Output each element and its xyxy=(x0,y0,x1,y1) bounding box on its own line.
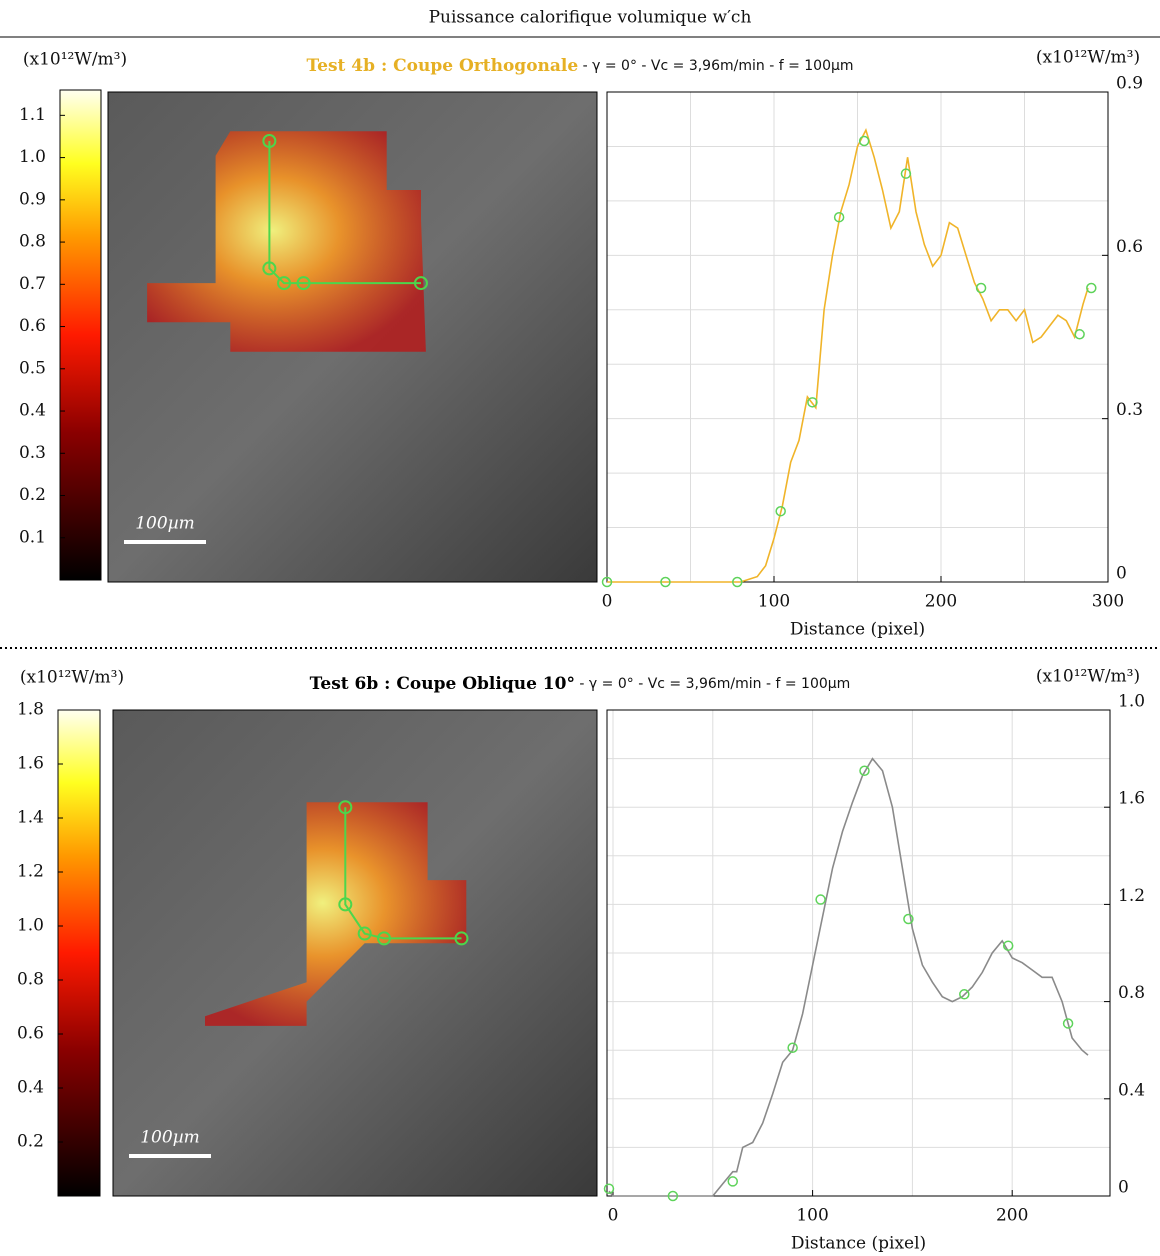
colorbar-tick-label: 0.2 xyxy=(17,1132,44,1152)
data-marker xyxy=(815,894,826,905)
data-marker xyxy=(601,576,613,588)
data-marker xyxy=(975,282,987,294)
data-marker xyxy=(732,576,743,588)
plot-frame xyxy=(606,91,1109,583)
x-axis-label: Distance (pixel) xyxy=(790,620,925,640)
y-tick-label: 0 xyxy=(1118,1178,1129,1198)
x-tick-label: 200 xyxy=(925,592,957,612)
colorbar-tick-label: 0.7 xyxy=(19,274,46,294)
y-tick-label: 0.9 xyxy=(1116,74,1143,94)
data-marker xyxy=(727,1176,738,1187)
colorbar-tick-label: 0.4 xyxy=(19,401,46,421)
data-marker xyxy=(900,168,912,179)
x-tick-label: 0 xyxy=(608,1206,619,1226)
profile-node xyxy=(262,261,277,276)
colorbar-tick-label: 0.4 xyxy=(17,1078,44,1098)
plot-frame xyxy=(606,709,1111,1197)
profile-node xyxy=(338,800,353,815)
profile-node xyxy=(357,926,372,941)
colorbar-tick-label: 0.2 xyxy=(19,485,46,505)
profile-node xyxy=(338,897,353,912)
data-marker xyxy=(787,1042,798,1054)
data-marker xyxy=(603,1183,615,1194)
colorbar-tick-label: 0.5 xyxy=(19,358,46,378)
data-marker xyxy=(775,505,786,517)
data-marker xyxy=(1086,282,1097,294)
profile-node xyxy=(262,134,277,148)
data-marker xyxy=(959,989,970,1000)
colorbar-tick-label: 1.8 xyxy=(17,700,44,720)
data-marker xyxy=(807,397,818,408)
colorbar-unit: (x10¹²W/m³) xyxy=(23,50,127,70)
y-axis-unit: (x10¹²W/m³) xyxy=(1036,667,1140,687)
colorbar xyxy=(59,89,102,581)
chart-title-main: Test 6b : Coupe Oblique 10° xyxy=(310,674,575,694)
colorbar-tick-label: 0.8 xyxy=(19,232,46,252)
data-marker xyxy=(903,913,914,925)
heat-overlay xyxy=(147,131,426,352)
colorbar-unit: (x10¹²W/m³) xyxy=(20,668,124,688)
figure-title: Puissance calorifique volumique w′ch xyxy=(429,8,752,28)
profile-node xyxy=(413,276,428,291)
data-marker xyxy=(1062,1018,1074,1029)
y-tick-label: 1.6 xyxy=(1118,789,1145,809)
y-tick-label: 0.8 xyxy=(1118,983,1145,1003)
x-tick-label: 100 xyxy=(758,592,790,612)
colorbar-tick-label: 1.1 xyxy=(19,105,46,125)
colorbar-tick-label: 1.0 xyxy=(19,147,46,167)
profile-node xyxy=(377,931,392,946)
colorbar-tick-label: 1.4 xyxy=(17,808,44,828)
y-tick-label: 0.6 xyxy=(1116,237,1143,257)
colorbar-tick-label: 0.8 xyxy=(17,970,44,990)
colorbar-tick-label: 1.0 xyxy=(17,916,44,936)
chart-title-main: Test 4b : Coupe Orthogonale xyxy=(306,56,578,76)
x-tick-label: 300 xyxy=(1092,592,1124,612)
scale-bar-label: 100µm xyxy=(135,514,195,534)
colorbar-tick-label: 0.1 xyxy=(19,527,46,547)
profile-node xyxy=(454,931,469,946)
data-marker xyxy=(1074,329,1085,340)
colorbar-tick-label: 1.6 xyxy=(17,754,44,774)
y-tick-label: 1.0 xyxy=(1118,692,1145,712)
data-marker xyxy=(1002,940,1014,951)
profile-path xyxy=(268,141,421,285)
data-marker xyxy=(858,135,870,147)
y-tick-label: 0 xyxy=(1116,564,1127,584)
x-tick-label: 200 xyxy=(996,1206,1028,1226)
data-line xyxy=(607,127,1089,583)
chart-title-params: - γ = 0° - Vc = 3,96m/min - f = 100µm xyxy=(578,58,853,74)
y-tick-label: 0.3 xyxy=(1116,400,1143,420)
colorbar-tick-label: 0.6 xyxy=(19,316,46,336)
profile-node xyxy=(277,276,292,291)
y-tick-label: 1.2 xyxy=(1118,886,1145,906)
chart-title: Test 4b : Coupe Orthogonale - γ = 0° - V… xyxy=(306,56,853,76)
colorbar-tick-label: 1.2 xyxy=(17,862,44,882)
x-axis-label: Distance (pixel) xyxy=(791,1234,926,1254)
x-tick-label: 100 xyxy=(796,1206,828,1226)
colorbar-tick-label: 0.9 xyxy=(19,189,46,209)
colorbar-tick-label: 0.6 xyxy=(17,1024,44,1044)
profile-path xyxy=(344,807,462,940)
chart-title-params: - γ = 0° - Vc = 3,96m/min - f = 100µm xyxy=(575,676,850,692)
y-tick-label: 0.4 xyxy=(1118,1080,1145,1100)
data-marker xyxy=(859,765,870,776)
scale-bar-label: 100µm xyxy=(140,1128,200,1148)
x-tick-label: 0 xyxy=(602,592,613,612)
profile-node xyxy=(296,276,311,291)
data-marker xyxy=(667,1190,679,1202)
colorbar-tick-label: 0.3 xyxy=(19,443,46,463)
chart-title: Test 6b : Coupe Oblique 10° - γ = 0° - V… xyxy=(310,674,851,694)
colorbar xyxy=(57,709,101,1197)
y-axis-unit: (x10¹²W/m³) xyxy=(1036,48,1140,68)
heat-overlay xyxy=(205,802,467,1026)
data-marker xyxy=(660,576,671,588)
data-marker xyxy=(833,211,845,223)
